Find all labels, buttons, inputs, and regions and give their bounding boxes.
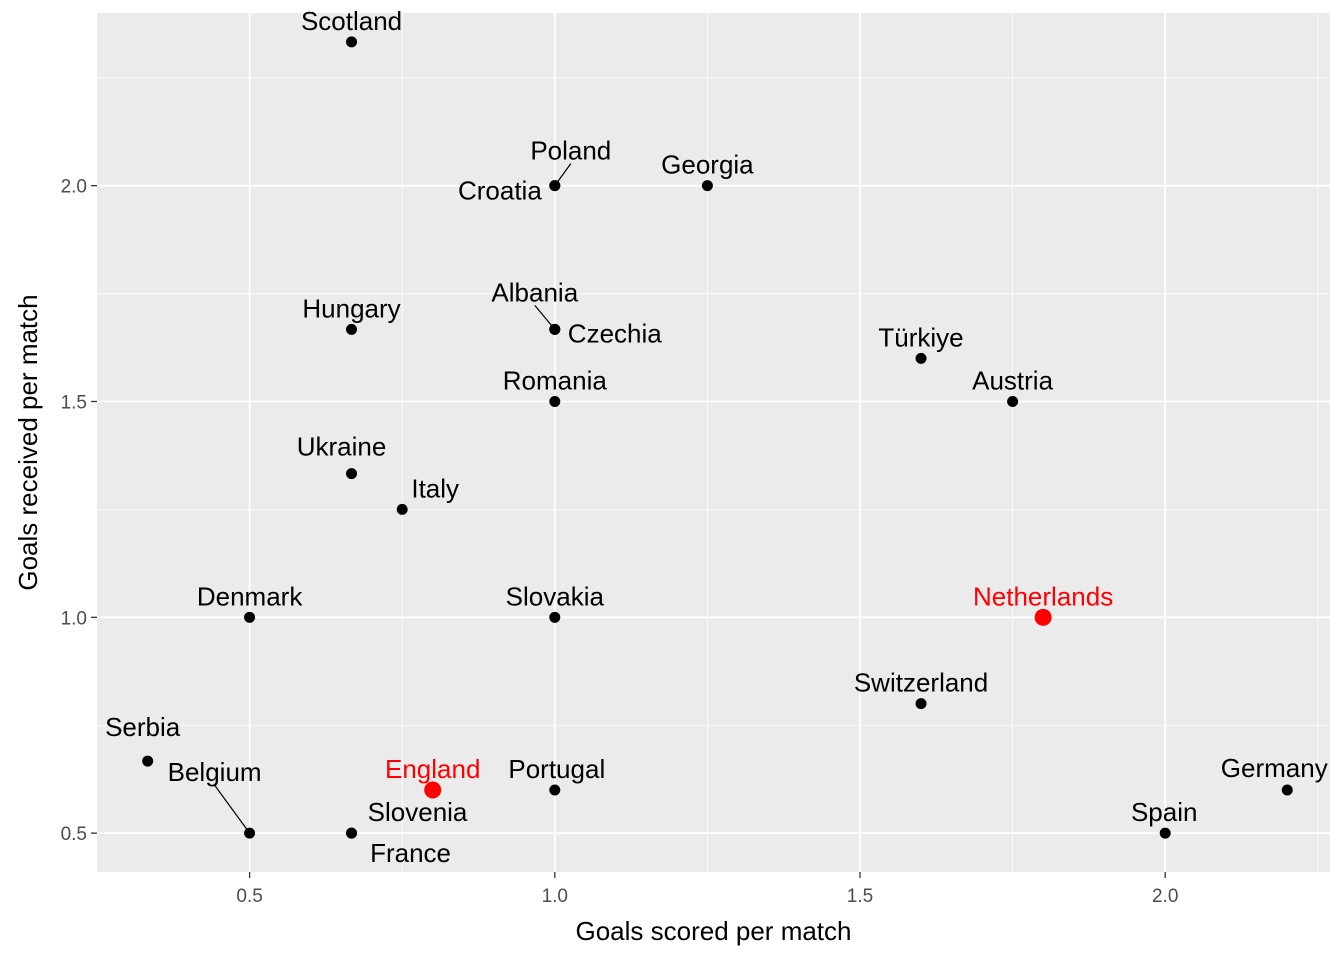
point-label: Scotland: [301, 6, 402, 36]
axes: 0.5 1.0 1.5 2.0 0.5 1.0 1.5 2.0: [61, 177, 1179, 907]
data-point: [1159, 827, 1171, 839]
point-label: France: [370, 838, 451, 868]
gridlines: [97, 13, 1330, 872]
point-label: Albania: [491, 277, 578, 307]
point-label: Germany: [1221, 753, 1328, 783]
data-point: [549, 395, 561, 407]
point-labels: Scotland Poland Croatia Georgia Hungary Alban…: [105, 6, 1328, 868]
data-point: [346, 827, 358, 839]
x-tick-label: 1.5: [847, 886, 873, 907]
plot-panel: [97, 13, 1330, 872]
data-point: [244, 611, 256, 623]
point-label: Georgia: [661, 150, 754, 180]
data-point: [549, 611, 561, 623]
data-point: [346, 36, 358, 48]
y-tick-label: 1.5: [61, 392, 87, 413]
point-label: Italy: [411, 473, 459, 503]
data-point: [1007, 395, 1019, 407]
point-label: Denmark: [197, 581, 303, 611]
label-connector: [554, 163, 572, 187]
label-connector: [214, 784, 251, 834]
point-label: Slovakia: [506, 581, 605, 611]
x-tick-label: 0.5: [236, 886, 262, 907]
highlight-point: [1034, 608, 1052, 626]
point-label: Serbia: [105, 712, 181, 742]
point-label: Slovenia: [368, 797, 468, 827]
x-tick-label: 2.0: [1152, 886, 1178, 907]
point-label: Portugal: [508, 754, 605, 784]
point-label: Croatia: [458, 176, 542, 206]
point-label: Czechia: [568, 318, 662, 348]
y-tick-label: 1.0: [61, 608, 87, 629]
data-point: [701, 180, 713, 192]
label-connector: [534, 305, 556, 330]
data-point: [346, 468, 358, 480]
point-label: Austria: [972, 365, 1053, 395]
point-label: Türkiye: [878, 322, 963, 352]
point-label: Poland: [530, 136, 611, 166]
data-point: [1281, 784, 1293, 796]
data-point: [396, 503, 408, 515]
y-tick-label: 2.0: [61, 177, 87, 198]
data-point: [915, 698, 927, 710]
point-label: England: [385, 754, 480, 784]
x-axis-title: Goals scored per match: [575, 916, 851, 946]
point-label: Hungary: [302, 293, 400, 323]
point-label: Switzerland: [854, 668, 988, 698]
y-tick-label: 0.5: [61, 824, 87, 845]
highlight-point: [424, 781, 442, 799]
point-label: Romania: [503, 365, 608, 395]
point-label: Netherlands: [973, 581, 1113, 611]
point-label: Ukraine: [297, 432, 387, 462]
data-point: [915, 352, 927, 364]
data-point: [549, 784, 561, 796]
point-label: Belgium: [168, 757, 262, 787]
data-point: [346, 323, 358, 335]
point-label: Spain: [1131, 797, 1198, 827]
x-tick-label: 1.0: [542, 886, 568, 907]
data-point: [142, 755, 154, 767]
y-axis-title: Goals received per match: [13, 294, 43, 590]
